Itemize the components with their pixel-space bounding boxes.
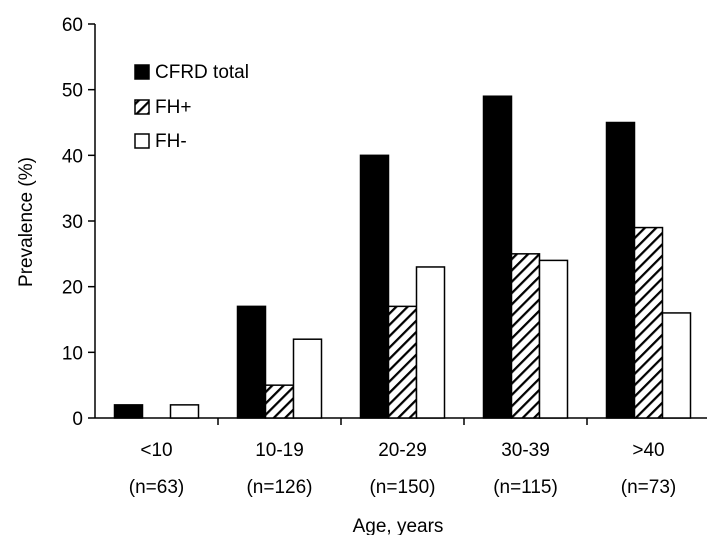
bar-fh-minus: [415, 266, 446, 419]
x-tick-label: 10-19: [255, 440, 304, 461]
bar-fh-minus: [661, 312, 692, 419]
y-tick-label: 40: [62, 146, 83, 167]
y-tick-label: 50: [62, 81, 83, 102]
legend-swatch: [134, 133, 150, 149]
x-tick-sublabel: (n=115): [493, 477, 558, 498]
y-tick-label: 30: [62, 212, 83, 233]
y-tick-label: 10: [62, 343, 83, 364]
y-tick-label: 20: [62, 278, 83, 299]
bar-fh-minus: [292, 338, 323, 419]
bar-cfrd-total: [359, 154, 390, 419]
y-tick-label: 0: [72, 409, 83, 430]
x-tick-label: 30-39: [501, 440, 550, 461]
bar-cfrd-total: [605, 121, 636, 419]
x-tick-sublabel: (n=73): [621, 477, 676, 498]
x-tick-label: 20-29: [378, 440, 427, 461]
bar-fh-minus: [169, 404, 200, 419]
x-tick-sublabel: (n=63): [129, 477, 184, 498]
y-axis-title: Prevalence (%): [16, 157, 37, 287]
bar-fh-minus: [538, 259, 569, 419]
bar-cfrd-total: [113, 404, 144, 419]
x-tick-sublabel: (n=150): [369, 477, 435, 498]
x-axis-title: Age, years: [353, 516, 444, 535]
bars: [113, 95, 692, 419]
y-tick-label: 60: [62, 15, 83, 36]
legend-swatch: [134, 64, 150, 80]
legend: CFRD total FH+ FH-: [134, 62, 249, 152]
bar-cfrd-total: [482, 95, 513, 419]
legend-label: FH+: [155, 97, 191, 118]
x-tick-label: >40: [632, 440, 664, 461]
x-tick-label: <10: [140, 440, 172, 461]
bar-cfrd-total: [236, 305, 267, 419]
bar-fh-plus: [510, 253, 541, 419]
legend-label: FH-: [155, 131, 187, 152]
bar-fh-plus: [264, 384, 295, 419]
axes: 0 10 20 30 40 50 60 <10 (n=63) 10-19 (n=126) 20-29 (…: [62, 15, 707, 498]
bar-fh-plus: [387, 305, 418, 419]
bar-fh-plus: [633, 226, 664, 419]
legend-label: CFRD total: [155, 62, 249, 83]
legend-swatch: [134, 99, 150, 115]
x-tick-sublabel: (n=126): [246, 477, 312, 498]
